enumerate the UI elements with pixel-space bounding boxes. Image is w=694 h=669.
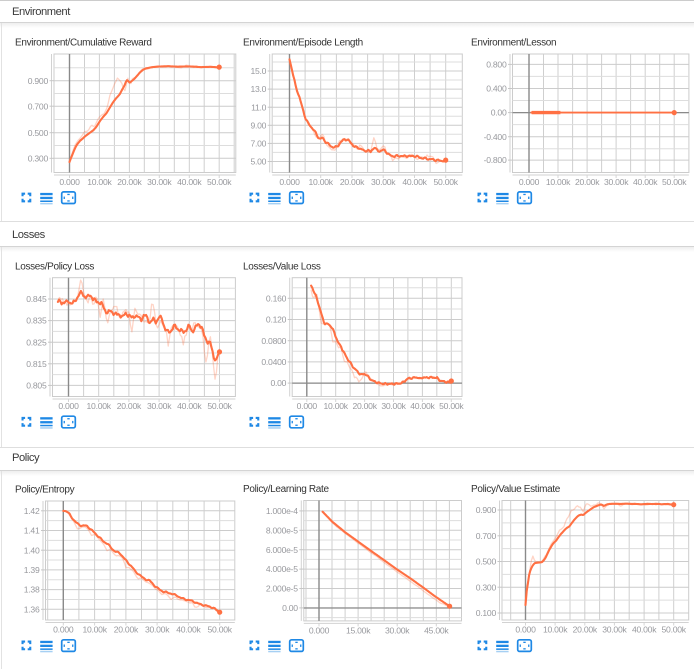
svg-text:0.00: 0.00 xyxy=(491,108,507,118)
svg-text:0.900: 0.900 xyxy=(476,505,497,515)
svg-text:1.36: 1.36 xyxy=(24,604,40,614)
svg-text:0.300: 0.300 xyxy=(476,582,497,592)
svg-text:Environment/Episode Length: Environment/Episode Length xyxy=(243,38,363,49)
svg-text:20.00k: 20.00k xyxy=(575,177,600,187)
svg-text:Policy/Entropy: Policy/Entropy xyxy=(15,485,75,496)
svg-text:15.0: 15.0 xyxy=(250,66,266,76)
svg-text:11.0: 11.0 xyxy=(251,102,267,112)
svg-text:20.00k: 20.00k xyxy=(340,177,365,187)
svg-text:0.00: 0.00 xyxy=(282,603,298,613)
svg-text:30.00k: 30.00k xyxy=(147,177,172,187)
svg-text:2.000e-5: 2.000e-5 xyxy=(266,584,298,594)
svg-text:50.00k: 50.00k xyxy=(662,177,687,187)
svg-text:0.100: 0.100 xyxy=(476,608,497,618)
svg-text:0.300: 0.300 xyxy=(28,153,49,163)
svg-text:0.120: 0.120 xyxy=(266,315,287,325)
svg-text:Losses/Value Loss: Losses/Value Loss xyxy=(243,261,321,272)
svg-text:1.41: 1.41 xyxy=(24,526,40,536)
svg-text:0.500: 0.500 xyxy=(28,128,49,138)
svg-text:0.700: 0.700 xyxy=(28,101,49,111)
svg-text:7.00: 7.00 xyxy=(250,139,266,149)
svg-text:30.00k: 30.00k xyxy=(147,401,172,411)
svg-text:0.825: 0.825 xyxy=(26,337,47,347)
svg-text:Environment/Lesson: Environment/Lesson xyxy=(471,38,556,49)
svg-text:40.00k: 40.00k xyxy=(177,177,202,187)
svg-text:20.00k: 20.00k xyxy=(573,625,598,635)
svg-text:5.00: 5.00 xyxy=(250,157,266,167)
svg-text:0.400: 0.400 xyxy=(486,84,507,94)
svg-text:10.00k: 10.00k xyxy=(87,177,112,187)
svg-text:50.00k: 50.00k xyxy=(434,177,459,187)
svg-text:0.845: 0.845 xyxy=(26,294,47,304)
svg-text:0.0800: 0.0800 xyxy=(261,336,286,346)
svg-text:20.00k: 20.00k xyxy=(114,625,139,635)
svg-text:40.00k: 40.00k xyxy=(632,625,657,635)
svg-text:1.000e-4: 1.000e-4 xyxy=(266,506,298,516)
svg-text:8.000e-5: 8.000e-5 xyxy=(266,525,298,535)
svg-text:40.00k: 40.00k xyxy=(177,401,202,411)
svg-text:10.00k: 10.00k xyxy=(87,401,112,411)
svg-text:50.00k: 50.00k xyxy=(207,401,232,411)
svg-text:30.00k: 30.00k xyxy=(604,177,629,187)
svg-text:0.000: 0.000 xyxy=(279,177,300,187)
svg-text:Environment/Cumulative Reward: Environment/Cumulative Reward xyxy=(15,38,152,49)
svg-text:0.000: 0.000 xyxy=(515,625,536,635)
svg-text:40.00k: 40.00k xyxy=(410,401,435,411)
svg-text:10.00k: 10.00k xyxy=(546,177,571,187)
svg-text:0.000: 0.000 xyxy=(58,401,79,411)
svg-text:20.00k: 20.00k xyxy=(117,177,142,187)
svg-text:30.00k: 30.00k xyxy=(381,401,406,411)
svg-text:0.000: 0.000 xyxy=(519,177,540,187)
svg-text:0.160: 0.160 xyxy=(266,293,287,303)
svg-text:Policy/Value Estimate: Policy/Value Estimate xyxy=(471,484,561,495)
svg-text:10.00k: 10.00k xyxy=(309,177,334,187)
svg-text:1.42: 1.42 xyxy=(24,506,40,516)
svg-text:10.00k: 10.00k xyxy=(324,401,349,411)
svg-text:0.800: 0.800 xyxy=(486,60,507,70)
svg-text:45.00k: 45.00k xyxy=(424,625,449,635)
svg-text:20.00k: 20.00k xyxy=(352,401,377,411)
svg-text:50.00k: 50.00k xyxy=(662,625,687,635)
svg-text:1.39: 1.39 xyxy=(24,565,40,575)
svg-text:30.00k: 30.00k xyxy=(371,177,396,187)
svg-text:0.000: 0.000 xyxy=(309,625,330,635)
svg-text:50.00k: 50.00k xyxy=(439,401,464,411)
svg-text:50.00k: 50.00k xyxy=(207,177,232,187)
svg-text:0.000: 0.000 xyxy=(53,625,74,635)
svg-text:30.00k: 30.00k xyxy=(602,625,627,635)
svg-text:40.00k: 40.00k xyxy=(176,625,201,635)
svg-text:30.00k: 30.00k xyxy=(145,625,170,635)
svg-text:30.00k: 30.00k xyxy=(385,625,410,635)
svg-text:0.500: 0.500 xyxy=(476,557,497,567)
svg-text:0.805: 0.805 xyxy=(26,381,47,391)
svg-text:1.40: 1.40 xyxy=(24,545,40,555)
svg-text:20.00k: 20.00k xyxy=(117,401,142,411)
svg-text:40.00k: 40.00k xyxy=(633,177,658,187)
svg-text:0.000: 0.000 xyxy=(297,401,318,411)
svg-text:10.00k: 10.00k xyxy=(543,625,568,635)
svg-text:15.00k: 15.00k xyxy=(346,625,371,635)
svg-text:9.00: 9.00 xyxy=(250,120,266,130)
svg-text:13.0: 13.0 xyxy=(250,84,266,94)
svg-text:-0.800: -0.800 xyxy=(484,155,507,165)
svg-text:1.38: 1.38 xyxy=(24,585,40,595)
svg-text:-0.400: -0.400 xyxy=(484,132,507,142)
svg-text:0.815: 0.815 xyxy=(26,359,47,369)
svg-text:0.00: 0.00 xyxy=(270,378,286,388)
svg-text:50.00k: 50.00k xyxy=(208,625,233,635)
svg-text:10.00k: 10.00k xyxy=(82,625,107,635)
svg-text:0.0400: 0.0400 xyxy=(261,357,286,367)
svg-text:40.00k: 40.00k xyxy=(402,177,427,187)
svg-text:0.000: 0.000 xyxy=(59,177,80,187)
svg-text:Policy/Learning Rate: Policy/Learning Rate xyxy=(243,484,329,495)
svg-text:Losses/Policy Loss: Losses/Policy Loss xyxy=(15,261,94,272)
svg-text:0.900: 0.900 xyxy=(28,76,49,86)
svg-text:0.700: 0.700 xyxy=(476,531,497,541)
svg-text:6.000e-5: 6.000e-5 xyxy=(266,545,298,555)
svg-text:4.000e-5: 4.000e-5 xyxy=(266,564,298,574)
svg-text:0.835: 0.835 xyxy=(26,316,47,326)
